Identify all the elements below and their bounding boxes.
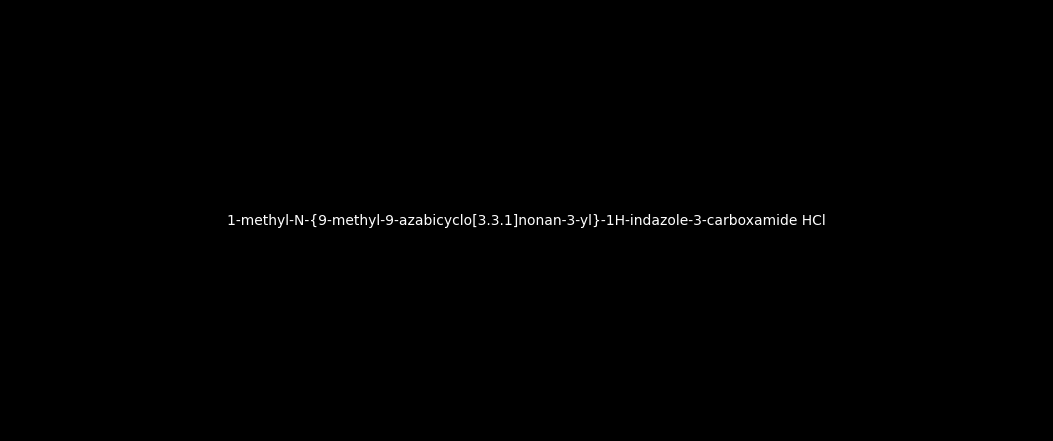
Text: 1-methyl-N-{9-methyl-9-azabicyclo[3.3.1]nonan-3-yl}-1H-indazole-3-carboxamide HC: 1-methyl-N-{9-methyl-9-azabicyclo[3.3.1]… — [227, 213, 826, 228]
